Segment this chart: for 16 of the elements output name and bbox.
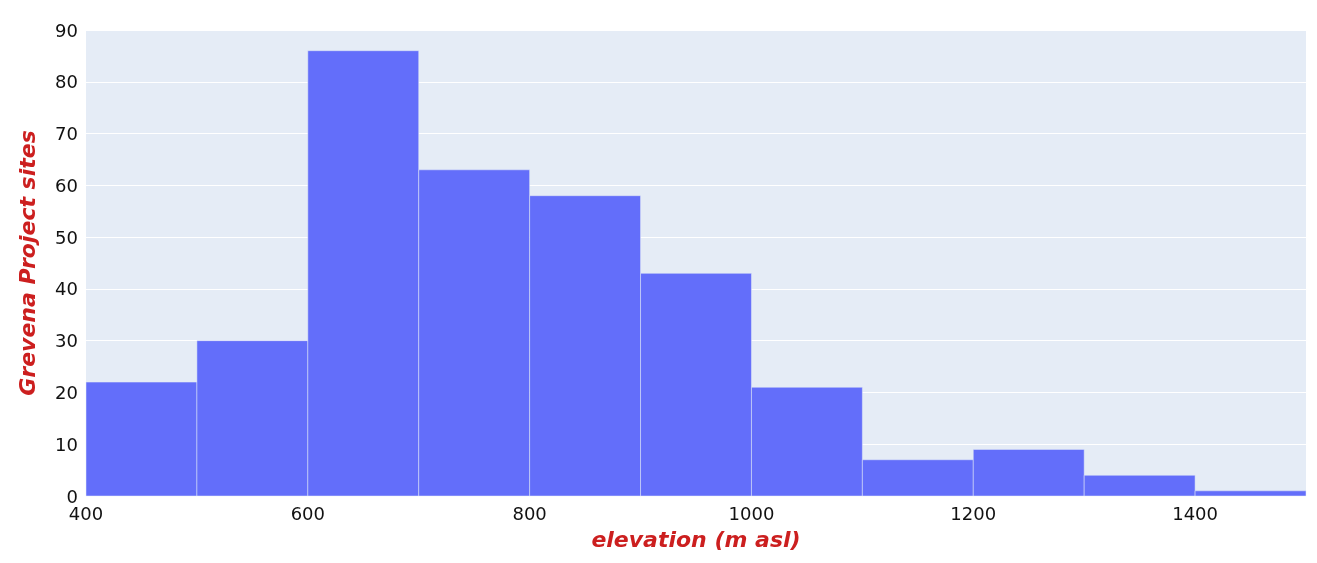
y-axis-title: Grevena Project sites [14,130,40,396]
y-tick-label: 90 [55,19,78,41]
y-tick-label: 60 [55,174,78,196]
x-tick-label: 800 [512,502,547,524]
y-tick-label: 80 [55,71,78,93]
y-tick-label: 10 [55,433,78,455]
y-tick-label: 20 [55,381,78,403]
x-tick-label: 1400 [1172,502,1218,524]
y-tick-label: 50 [55,226,78,248]
y-tick-label: 40 [55,278,78,300]
x-axis-title: elevation (m asl) [591,526,801,552]
x-tick-label: 1200 [950,502,997,524]
x-tick-label: 1000 [728,502,775,524]
x-tick-label: 600 [290,502,325,524]
y-tick-label: 70 [55,123,78,145]
y-tick-label: 30 [55,330,78,352]
